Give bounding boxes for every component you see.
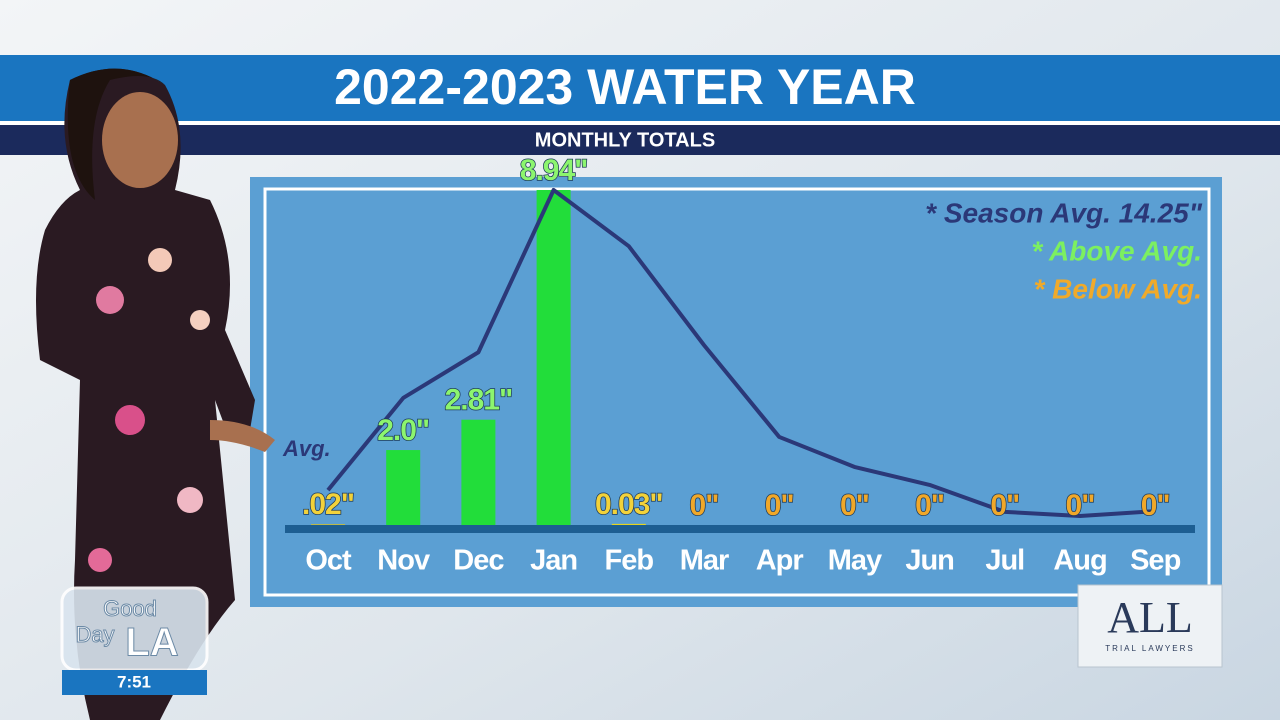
note: * Below Avg. [1033,273,1202,304]
chart-subtitle: MONTHLY TOTALS [535,129,715,151]
subtitle-band [0,125,1280,155]
note: * Above Avg. [1031,235,1202,266]
logo-day: Day [75,622,114,647]
x-tick-label: Feb [605,545,654,577]
sponsor-logo: ALL TRIAL LAWYERS [1077,584,1223,668]
presenter [36,68,275,720]
x-tick-label: Jun [905,545,954,577]
sponsor-subtitle: TRIAL LAWYERS [1105,644,1194,653]
logo-good: Good [103,596,157,621]
x-tick-label: Jul [985,545,1024,577]
note: * Season Avg. 14.25" [925,197,1203,228]
average-line [326,188,1156,519]
x-tick-label: Jan [530,545,577,577]
x-tick-label: Mar [680,545,729,577]
x-tick-label: Oct [305,545,352,577]
value-label: 0" [1141,489,1170,522]
x-tick-label: Dec [453,545,504,577]
x-tick-label: Sep [1130,545,1180,577]
bar [386,450,421,525]
x-tick-label: Nov [377,545,430,577]
chart-border [263,187,1211,597]
station-logo: Good Day LA 7:51 [60,586,209,695]
value-label: 0" [765,489,794,522]
bar [536,190,571,525]
x-tick-label: May [828,545,882,577]
value-label: 0" [1066,489,1095,522]
chart: Avg. .02" Oct 2.0" Nov 2.81" Dec 8.94" Jan 0.03" F… [282,153,1203,577]
baseline [285,525,1195,533]
legend-label: Avg. [282,436,331,461]
x-tick-label: Aug [1053,545,1106,577]
bar [611,523,646,525]
value-label: .02" [302,488,354,521]
value-label: 8.94" [520,154,588,187]
value-label: 0" [690,489,719,522]
logo-la: LA [125,621,178,665]
bar [311,524,345,525]
value-label: 0" [840,489,869,522]
title-band [0,55,1280,121]
title-rule [0,121,1280,125]
value-label: 0" [990,489,1019,522]
value-label: 0.03" [595,488,663,521]
sponsor-name: ALL [1107,593,1193,642]
chart-title: 2022-2023 WATER YEAR [334,59,916,115]
x-tick-label: Apr [756,545,804,577]
value-label: 2.0" [377,414,429,447]
bar [461,419,496,525]
value-label: 2.81" [445,384,513,417]
clock: 7:51 [117,672,151,691]
value-label: 0" [915,489,944,522]
